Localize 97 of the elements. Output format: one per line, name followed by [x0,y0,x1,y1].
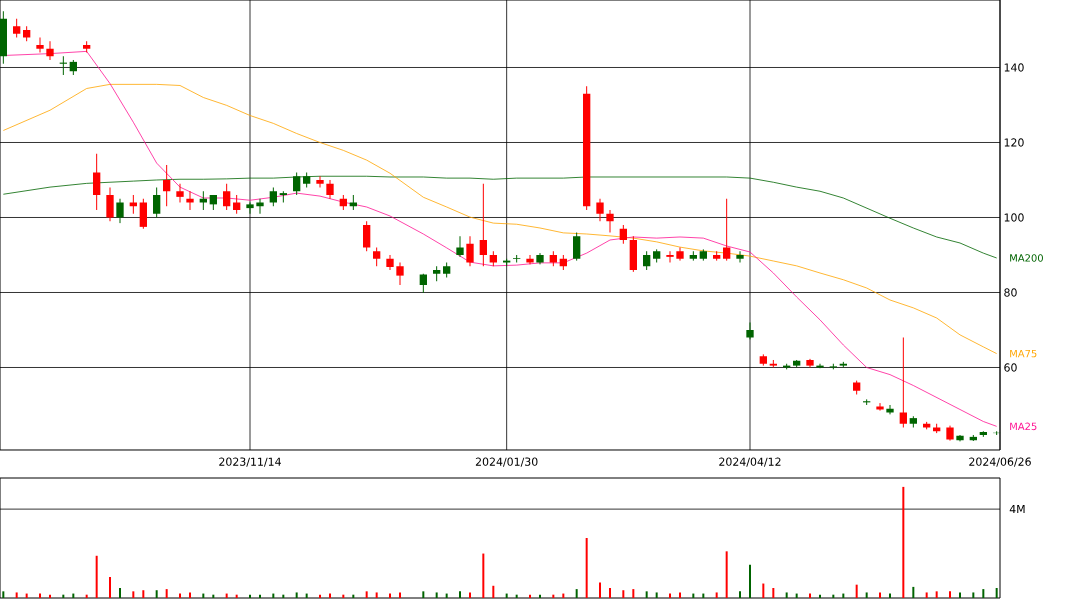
x-tick-label: 2024/06/26 [969,457,1031,467]
candlestick [723,198,731,262]
bar [725,551,728,598]
bar [632,589,635,598]
candlestick [373,247,381,267]
bar [959,592,961,598]
candlestick [899,337,907,428]
candlestick [163,164,171,207]
candlestick [223,183,231,211]
bar [375,592,378,598]
y-tick-label: 60 [1004,363,1017,372]
candlestick [466,235,474,267]
bar [399,592,401,598]
bar [482,553,485,598]
x-tick-label: 2023/11/14 [219,457,281,467]
candlestick [666,250,674,263]
candlestick [246,202,254,215]
candlestick [13,18,21,38]
bar [855,584,858,598]
candlestick [396,262,404,286]
candlestick [129,194,137,215]
candlestick [326,179,334,200]
bar [132,591,135,598]
candlestick [676,247,684,262]
bar [645,591,648,598]
bar [949,591,951,598]
candlestick [479,183,487,267]
series-label: MA25 [1010,422,1037,431]
bar [749,564,751,598]
bar [109,576,111,598]
candlestick [606,209,614,233]
candlestick [269,187,277,207]
candlestick [93,153,101,211]
bar [715,592,718,598]
bar [575,589,578,598]
ref-line-label: 4M [1009,505,1025,514]
bar [972,592,975,598]
bar [165,589,168,598]
candlestick [386,254,394,271]
candlestick [456,235,464,258]
candlestick [46,40,54,61]
candlestick [876,402,884,412]
series-label: MA200 [1010,254,1043,262]
x-tick-label: 2024/01/30 [475,457,538,467]
candlestick [316,175,324,188]
bar [925,592,928,598]
bar [459,591,461,598]
candlestick [736,250,744,263]
y-tick-label: 100 [1004,213,1024,222]
candlestick [233,194,241,215]
candlestick [746,322,754,340]
y-tick-label: 140 [1004,63,1024,72]
series-label: MA75 [1010,349,1037,358]
bar [762,583,765,598]
y-tick-label: 80 [1004,288,1017,297]
candlestick [573,232,581,262]
bar [435,592,438,598]
bar [142,590,145,598]
candlestick [363,220,371,252]
bar [655,592,658,598]
bar [912,586,915,598]
bar [585,538,588,598]
candlestick [643,250,651,271]
x-tick-label: 2024/04/12 [719,457,781,467]
candlestick [106,187,114,222]
bar [879,592,881,598]
candlestick [116,198,124,224]
bar [865,592,868,598]
bar [422,591,425,598]
candlestick [153,187,161,218]
bar [622,590,625,598]
bar [599,582,601,598]
bar [739,591,741,598]
bar [189,592,191,598]
bar [119,588,121,598]
bar [15,592,18,598]
bar [995,588,998,598]
bar [365,591,368,598]
bar [155,590,158,598]
bar [492,585,495,598]
bar [935,591,938,598]
bar [95,555,98,598]
bar [982,589,985,598]
candlestick [619,224,627,245]
y-tick-label: 120 [1004,138,1024,147]
bar [679,592,681,598]
bar [772,588,775,598]
bar [609,588,611,598]
bar [295,592,298,598]
bar [2,591,5,598]
bar [785,592,788,598]
bar [902,486,905,598]
candlestick [36,36,44,53]
bar [469,592,471,598]
candlestick [256,198,264,215]
candlestick [176,183,184,203]
candlestick [596,198,604,222]
